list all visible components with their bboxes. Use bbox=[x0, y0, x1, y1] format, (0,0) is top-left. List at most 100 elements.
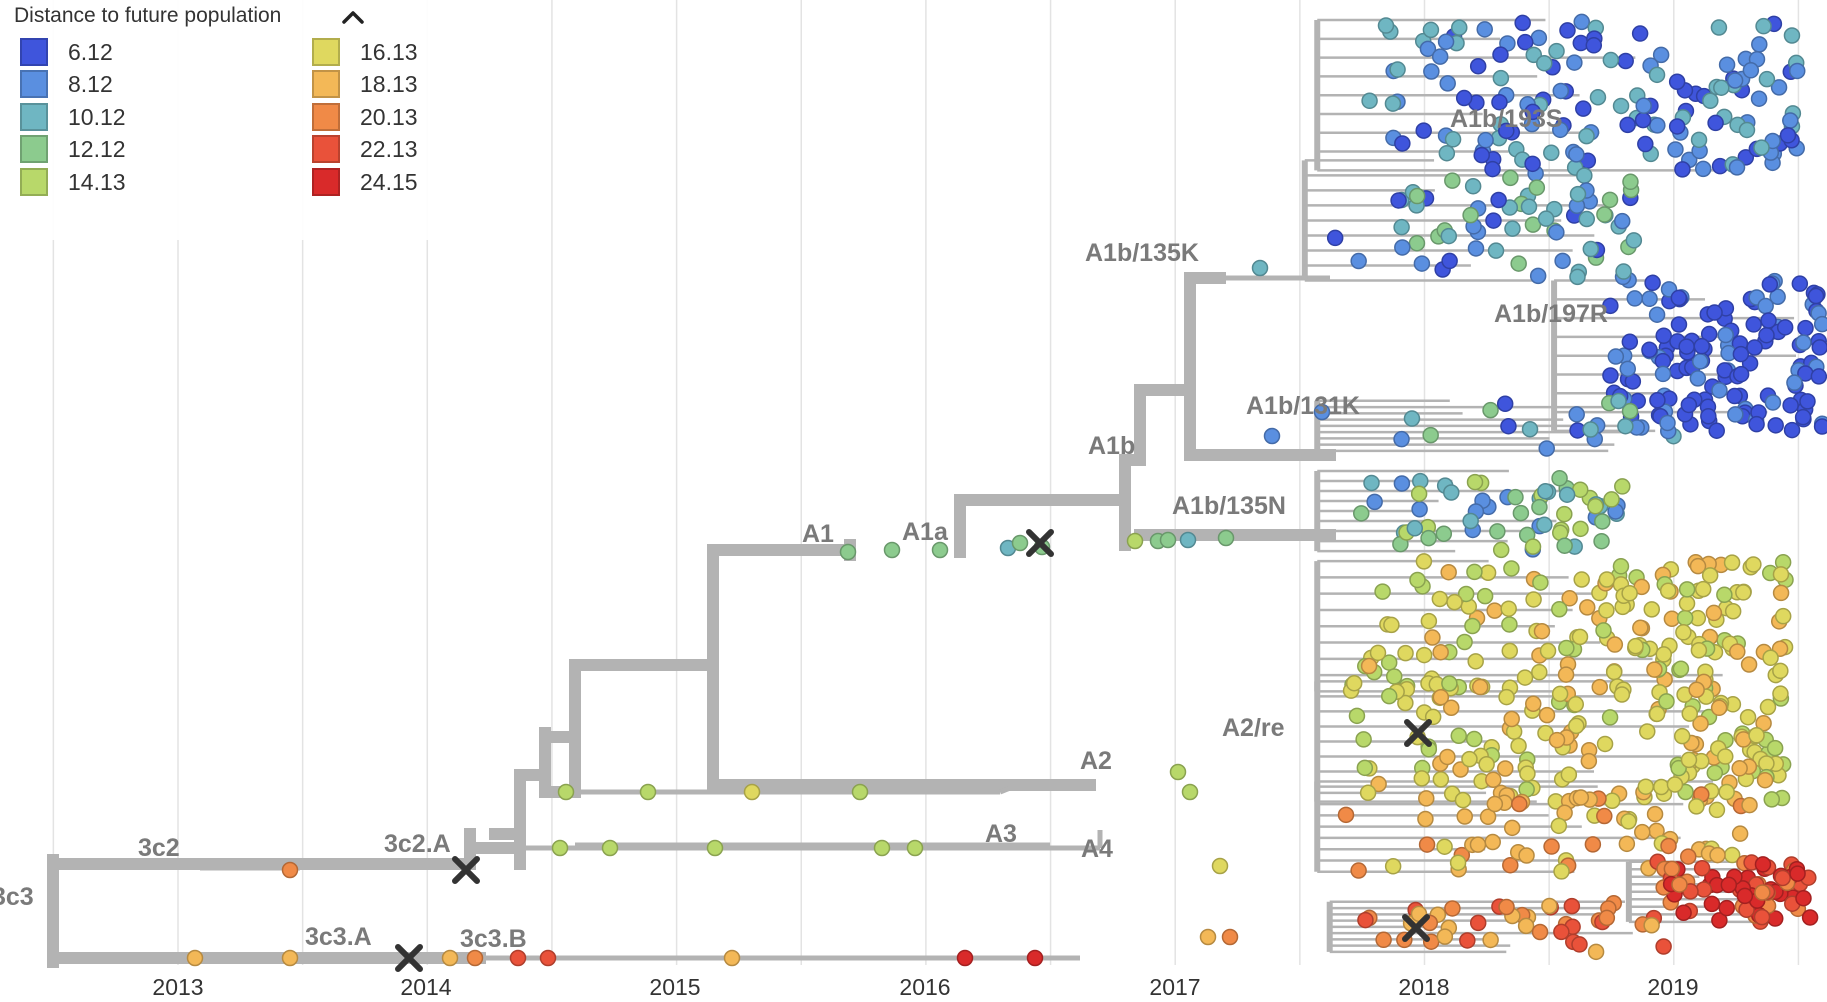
tip bbox=[1694, 580, 1712, 598]
legend-item[interactable]: 10.12 bbox=[20, 103, 126, 131]
mutation-marker-icon bbox=[1026, 529, 1054, 557]
clade-label: A4 bbox=[1081, 835, 1113, 863]
tip bbox=[883, 541, 901, 559]
tip bbox=[1578, 210, 1596, 228]
tip bbox=[1455, 89, 1473, 107]
legend-item[interactable]: 12.12 bbox=[20, 135, 126, 163]
legend-item[interactable]: 24.15 bbox=[312, 168, 418, 196]
legend-swatch bbox=[312, 168, 340, 196]
tip bbox=[1614, 478, 1631, 495]
tip bbox=[1694, 160, 1712, 178]
tip bbox=[1500, 417, 1517, 435]
tip bbox=[1603, 792, 1621, 810]
tip bbox=[1439, 748, 1456, 766]
tip bbox=[1689, 370, 1707, 387]
tip bbox=[1601, 709, 1619, 726]
tip bbox=[1478, 755, 1495, 773]
legend-item[interactable]: 16.13 bbox=[312, 38, 418, 66]
tip bbox=[1553, 923, 1570, 941]
tip bbox=[1680, 751, 1698, 769]
tip bbox=[1740, 656, 1758, 673]
tip bbox=[1729, 643, 1746, 660]
tip bbox=[1713, 79, 1730, 96]
tip bbox=[281, 861, 299, 879]
legend-swatch bbox=[20, 70, 48, 98]
tip bbox=[1537, 482, 1554, 500]
tip bbox=[1751, 36, 1768, 53]
legend-item[interactable]: 14.13 bbox=[20, 168, 126, 196]
tip bbox=[1438, 144, 1456, 162]
tip bbox=[1763, 791, 1781, 808]
tip bbox=[1605, 663, 1623, 681]
tip bbox=[1548, 731, 1566, 749]
tip bbox=[1782, 397, 1799, 414]
tip bbox=[1718, 56, 1736, 73]
legend-item[interactable]: 18.13 bbox=[312, 70, 418, 98]
tip bbox=[1530, 29, 1548, 47]
tip bbox=[1772, 685, 1789, 702]
tip bbox=[1673, 727, 1691, 745]
tip bbox=[1462, 206, 1479, 224]
tip bbox=[1503, 560, 1520, 577]
tip bbox=[1582, 240, 1600, 258]
tip bbox=[1380, 687, 1398, 705]
tip bbox=[1551, 601, 1568, 618]
legend-item[interactable]: 22.13 bbox=[312, 135, 418, 163]
tip bbox=[1610, 392, 1627, 410]
tip bbox=[1538, 440, 1555, 457]
tip bbox=[1466, 473, 1484, 491]
tip bbox=[1476, 21, 1493, 38]
tip bbox=[1648, 705, 1666, 723]
tip bbox=[1598, 909, 1616, 927]
tip bbox=[1598, 571, 1616, 588]
tip bbox=[1710, 699, 1728, 717]
tip bbox=[1637, 135, 1654, 153]
tip bbox=[1748, 415, 1765, 433]
tip bbox=[1501, 642, 1519, 660]
tip bbox=[1484, 833, 1501, 851]
legend-item[interactable]: 6.12 bbox=[20, 38, 113, 66]
tip bbox=[1263, 427, 1281, 445]
tip bbox=[1552, 82, 1570, 100]
tip bbox=[1489, 523, 1506, 540]
tip bbox=[1501, 616, 1518, 633]
tip bbox=[1603, 491, 1620, 508]
tip bbox=[1511, 795, 1528, 813]
tip bbox=[1742, 62, 1760, 79]
tip bbox=[1689, 557, 1707, 575]
tip bbox=[1767, 417, 1784, 434]
tip bbox=[509, 949, 527, 967]
tip bbox=[1568, 406, 1585, 423]
tip bbox=[1718, 783, 1735, 801]
legend-item[interactable]: 20.13 bbox=[312, 103, 418, 131]
chevron-up-icon[interactable] bbox=[338, 6, 368, 28]
tip bbox=[1648, 306, 1666, 323]
tip bbox=[1492, 46, 1509, 63]
tip bbox=[1670, 289, 1688, 307]
tip bbox=[1813, 315, 1827, 333]
tip bbox=[1498, 122, 1515, 140]
tip bbox=[1431, 590, 1449, 608]
tip bbox=[1563, 897, 1581, 915]
tip bbox=[1692, 715, 1709, 732]
tip bbox=[1026, 949, 1044, 967]
tip bbox=[1622, 173, 1639, 191]
tip bbox=[1569, 268, 1586, 286]
tip bbox=[1755, 17, 1772, 35]
legend-item[interactable]: 8.12 bbox=[20, 70, 113, 98]
tip bbox=[839, 543, 857, 561]
tip bbox=[1441, 675, 1458, 692]
tip bbox=[1708, 422, 1725, 439]
tip bbox=[1179, 531, 1197, 549]
tip bbox=[1359, 784, 1377, 802]
mutation-marker-icon bbox=[1402, 914, 1430, 942]
tip bbox=[1672, 660, 1690, 677]
tip bbox=[1313, 403, 1331, 421]
tip bbox=[1431, 48, 1449, 65]
tip bbox=[1666, 776, 1684, 793]
tip bbox=[1756, 771, 1774, 789]
tip bbox=[1524, 538, 1542, 555]
tip bbox=[1643, 917, 1660, 934]
clade-label: 3c3.A bbox=[305, 923, 372, 951]
